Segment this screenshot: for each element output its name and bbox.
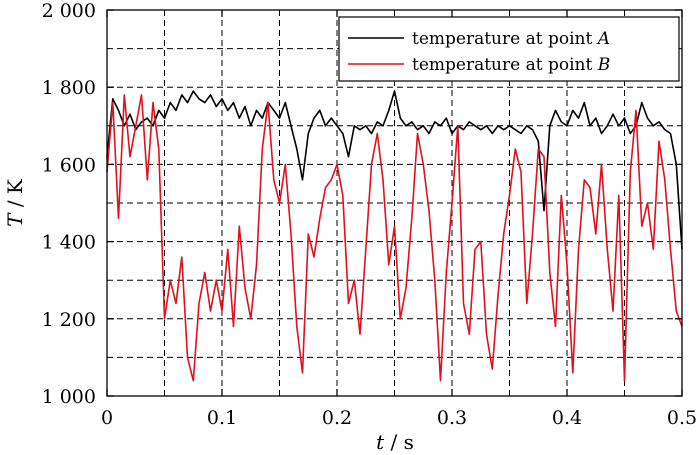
y-tick-label-4: 1 800	[42, 77, 96, 99]
y-tick-label-5: 2 000	[42, 0, 96, 22]
plot-frame	[106, 9, 683, 397]
series-line-a	[106, 90, 683, 250]
legend-entry-b: temperature at point B	[412, 55, 610, 75]
y-tick-label-3: 1 600	[42, 154, 96, 176]
y-axis-symbol: T	[3, 212, 27, 227]
x-tick-label-5: 0.5	[667, 407, 697, 429]
x-tick-labels: 0 0.1 0.2 0.3 0.4 0.5	[101, 407, 697, 429]
x-axis-symbol: t	[376, 430, 385, 454]
y-tick-label-0: 1 000	[42, 386, 96, 408]
x-tick-label-2: 0.2	[322, 407, 352, 429]
legend-entry-b-prefix: temperature at point	[412, 55, 598, 75]
y-axis-unit: / K	[3, 178, 27, 213]
x-tick-label-3: 0.3	[437, 407, 467, 429]
legend-entry-a-point: A	[596, 29, 610, 49]
series-line-b	[106, 94, 683, 382]
x-tick-label-4: 0.4	[552, 407, 582, 429]
x-tick-label-0: 0	[101, 407, 113, 429]
x-axis-label: t / s	[376, 430, 414, 454]
legend-entry-a: temperature at point A	[412, 29, 610, 49]
y-tick-labels: 1 000 1 200 1 400 1 600 1 800 2 000	[42, 0, 96, 408]
y-tick-label-2: 1 400	[42, 232, 96, 254]
legend-entry-b-point: B	[597, 55, 611, 75]
x-tick-label-1: 0.1	[207, 407, 237, 429]
legend-entry-a-prefix: temperature at point	[412, 29, 598, 49]
y-tick-label-1: 1 200	[42, 309, 96, 331]
series-lines	[106, 90, 683, 382]
y-axis-label: T / K	[3, 178, 27, 227]
axis-ticks	[106, 9, 683, 397]
legend-box	[338, 16, 680, 82]
x-axis-unit: / s	[384, 430, 414, 454]
legend: temperature at point A temperature at po…	[338, 16, 680, 82]
